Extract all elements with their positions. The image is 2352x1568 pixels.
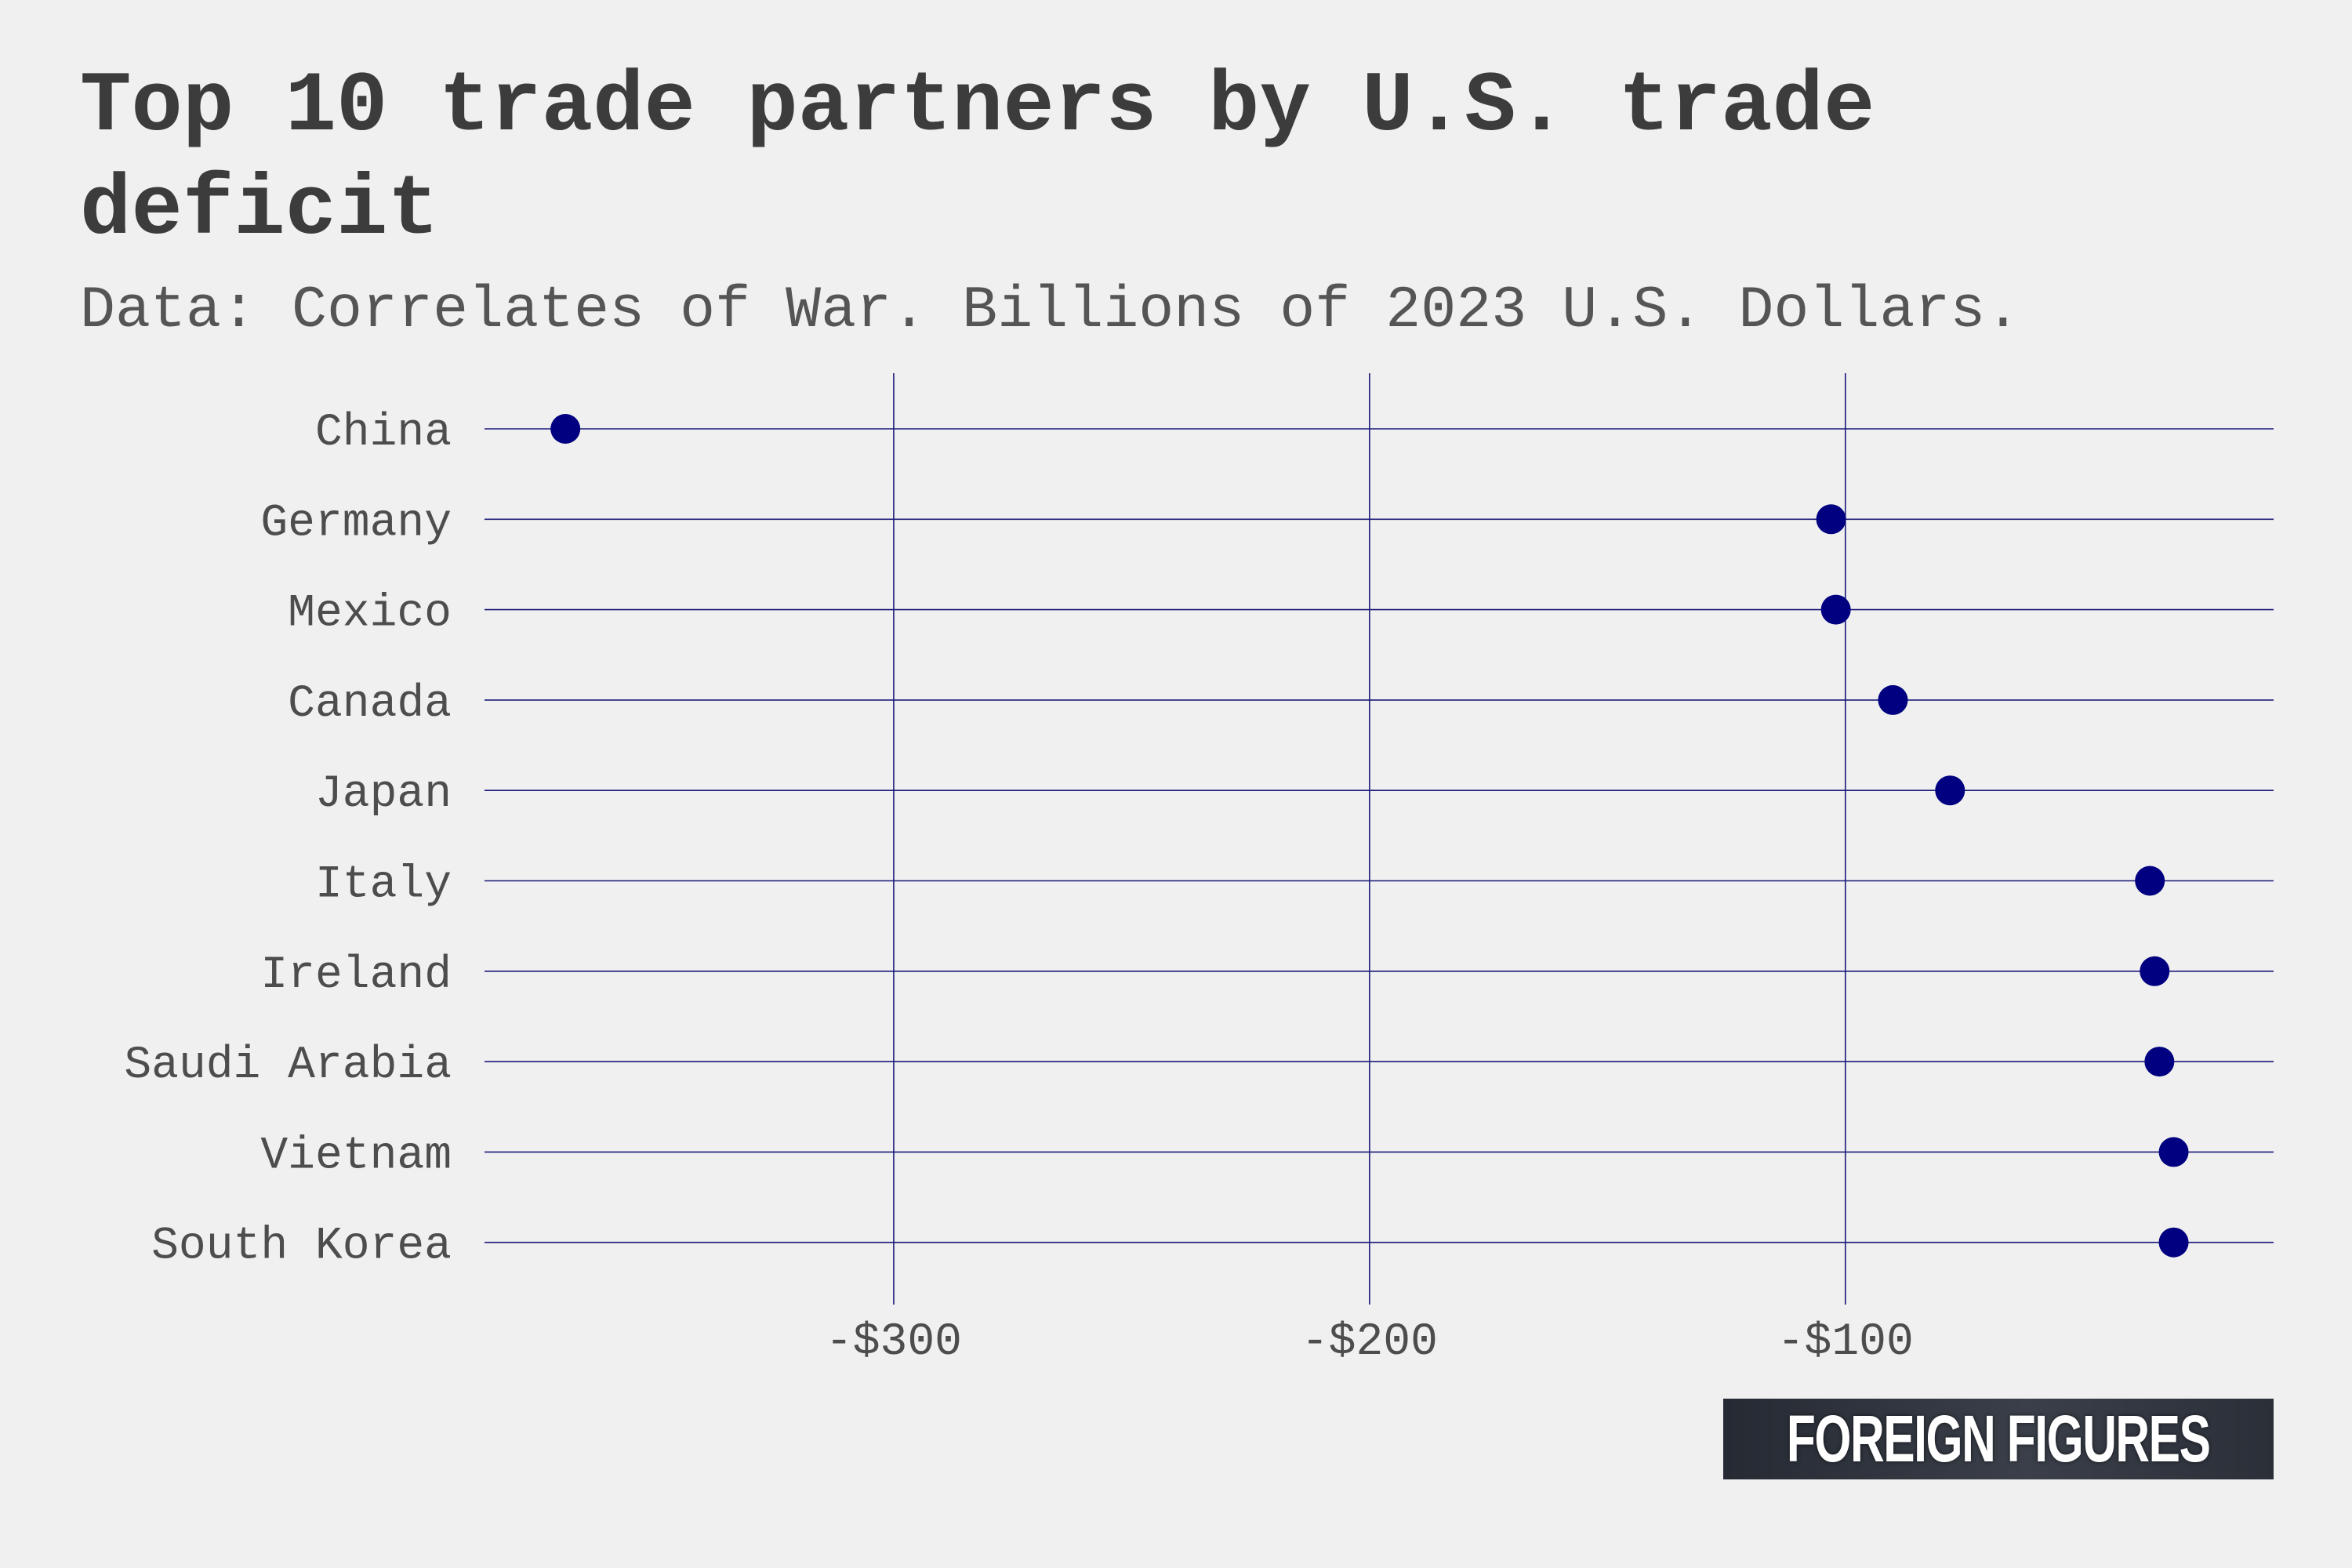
chart-title: Top 10 trade partners by U.S. trade defi… <box>80 58 1875 259</box>
data-point <box>2144 1047 2175 1077</box>
x-tick-label: -$200 <box>1301 1317 1438 1368</box>
data-point <box>1816 504 1846 535</box>
data-points <box>550 414 2189 1258</box>
data-point <box>1935 775 1965 806</box>
category-label: China <box>315 408 452 459</box>
data-point <box>2158 1227 2189 1258</box>
data-point <box>2135 866 2165 896</box>
x-tick-label: -$100 <box>1777 1317 1914 1368</box>
logo-text: FOREIGN FIGURES <box>1787 1402 2211 1475</box>
category-labels: China Germany Mexico Canada Japan Italy Irelan… <box>124 408 452 1272</box>
data-point <box>2158 1137 2189 1167</box>
category-label: Vietnam <box>260 1131 452 1181</box>
category-label: Canada <box>288 679 452 730</box>
grid-lines <box>485 373 2274 1305</box>
category-label: Saudi Arabia <box>124 1040 452 1091</box>
category-label: Italy <box>315 860 452 911</box>
x-tick-label: -$300 <box>826 1317 962 1368</box>
data-point <box>2140 956 2170 986</box>
category-label: Mexico <box>288 589 452 640</box>
category-label: Germany <box>260 498 452 549</box>
chart-subtitle: Data: Correlates of War. Billions of 202… <box>80 278 2021 344</box>
data-point <box>1820 594 1851 625</box>
category-label: Ireland <box>260 950 452 1001</box>
data-point <box>550 414 581 444</box>
x-axis-ticks: -$300 -$200 -$100 <box>826 1317 1914 1368</box>
foreign-figures-logo: FOREIGN FIGURES <box>1723 1399 2274 1479</box>
data-point <box>1878 684 1908 715</box>
category-label: South Korea <box>151 1221 452 1272</box>
category-label: Japan <box>315 769 452 820</box>
